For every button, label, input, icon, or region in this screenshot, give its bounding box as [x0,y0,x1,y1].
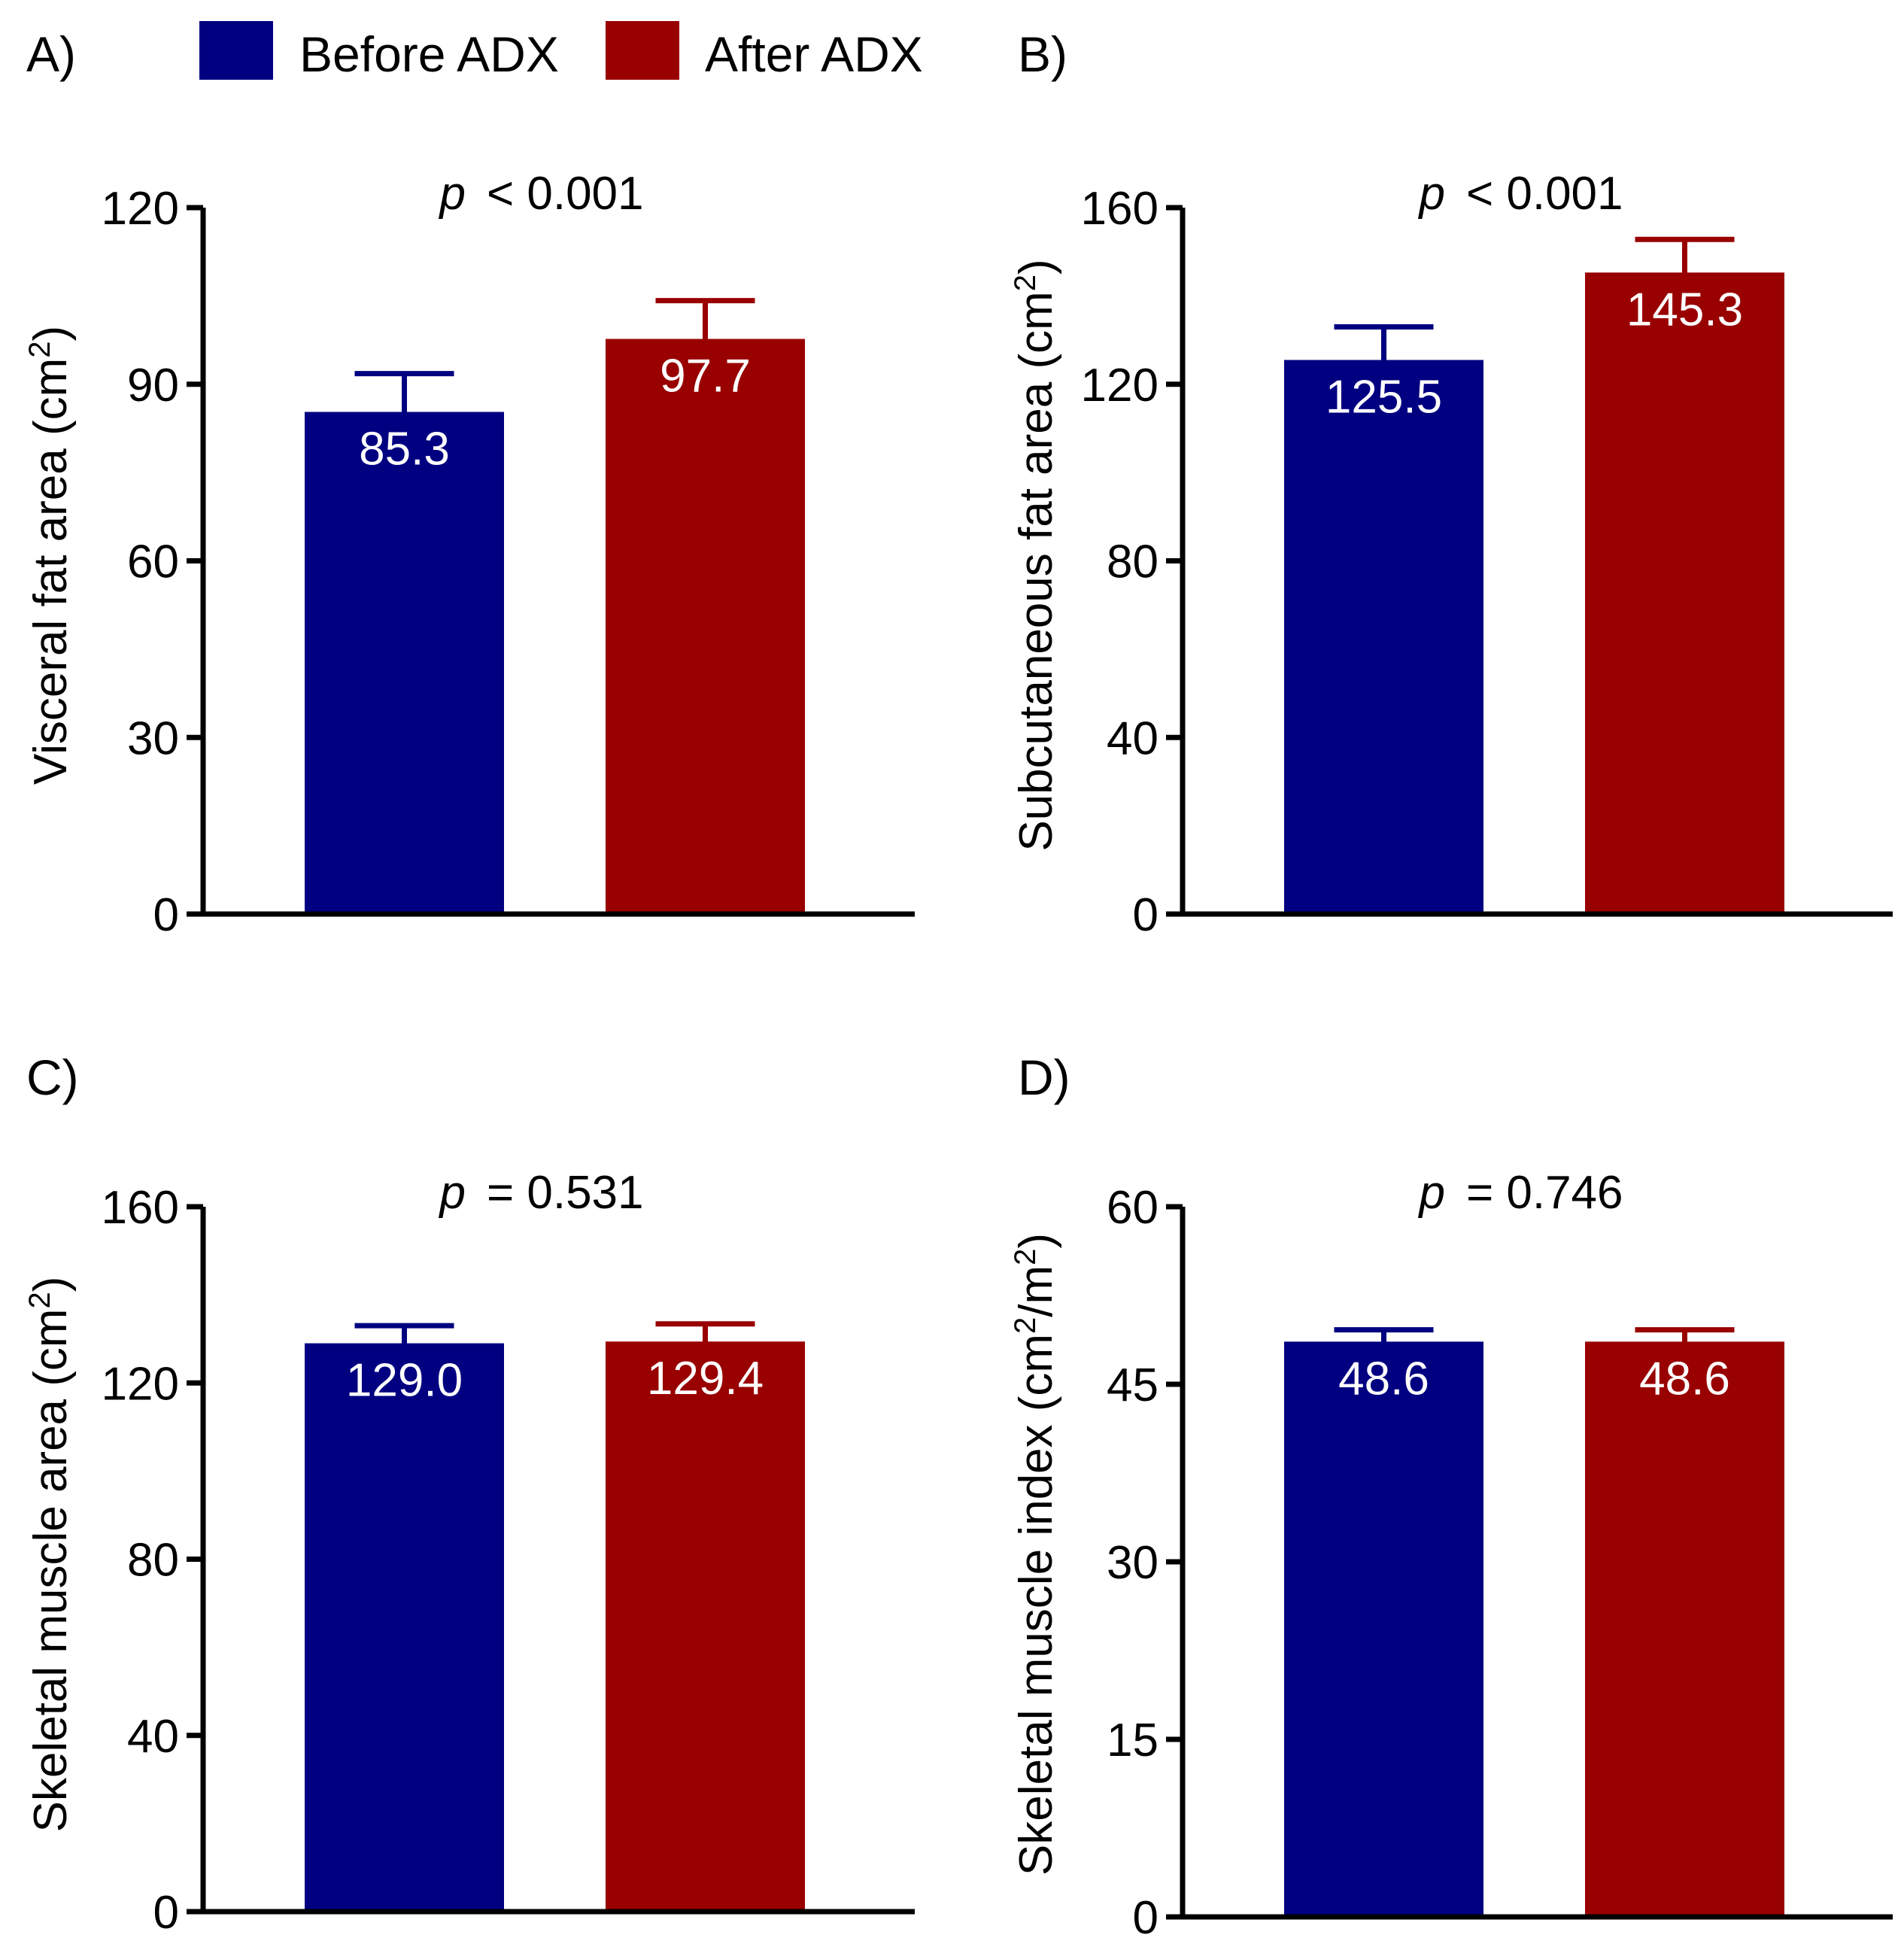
panel-c-bar-after-adx [606,1341,805,1912]
panel-d-y-axis-label: Skeletal muscle index (cm2/m2) [1009,1233,1062,1876]
panel-c-p-value: p = 0.531 [438,1167,643,1219]
panel-a-letter: A) [26,26,76,82]
panel-c-y-tick-label-80: 80 [127,1535,179,1587]
panel-c-y-axis-label: Skeletal muscle area (cm2) [23,1277,77,1833]
panel-a-y-axis-label: Visceral fat area (cm2) [23,326,77,785]
panel-c-y-tick-label-0: 0 [153,1887,179,1939]
panel-d: D) p = 0.746 Skeletal muscle index (cm2/m… [1009,1049,1893,1944]
legend: Before ADX After ADX [199,21,923,82]
legend-swatch-after [606,21,679,80]
panel-b-y-tick-label-40: 40 [1107,712,1158,764]
legend-label-before: Before ADX [299,26,559,82]
panel-c-bar-label-before-adx: 129.0 [346,1355,463,1407]
panel-c-bars: 129.0 129.4 [305,1321,805,1912]
panel-d-bar-after-adx [1585,1341,1784,1917]
panel-c-y-tick-label-160: 160 [102,1182,179,1234]
panel-d-bars: 48.6 48.6 [1284,1327,1784,1917]
panel-d-bar-before-adx [1284,1341,1483,1917]
panel-b-bars: 125.5 145.3 [1284,236,1784,914]
panel-a-y-tick-label-60: 60 [127,536,179,588]
panel-a-bar-after-adx [606,339,805,914]
panel-a-y-tick-label-90: 90 [127,360,179,412]
panel-b-y-tick-label-160: 160 [1081,183,1158,235]
panel-d-letter: D) [1018,1049,1070,1105]
panel-b-y-tick-label-80: 80 [1107,536,1158,588]
panel-b-p-value: p < 0.001 [1417,168,1623,220]
panel-d-y-tick-label-60: 60 [1107,1182,1158,1234]
panel-c-bar-label-after-adx: 129.4 [647,1353,764,1405]
panel-a-bars: 85.3 97.7 [305,298,805,914]
panel-b-bar-after-adx [1585,272,1784,914]
panel-b-bar-label-before-adx: 125.5 [1326,371,1442,423]
panel-b-bar-label-after-adx: 145.3 [1626,284,1743,336]
panel-a-y-tick-label-120: 120 [102,183,179,235]
panel-a-bar-before-adx [305,412,504,914]
panel-b: B) p < 0.001 Subcutaneous fat area (cm2) … [1009,26,1893,941]
panel-b-letter: B) [1018,26,1067,82]
panel-b-y-ticks: 0 40 80 120 160 [1081,183,1183,941]
panel-c-letter: C) [26,1049,79,1105]
panel-c: C) p = 0.531 Skeletal muscle area (cm2) 1… [23,1049,915,1939]
panel-d-y-tick-label-45: 45 [1107,1359,1158,1411]
panel-a-y-tick-label-0: 0 [153,889,179,941]
panel-d-y-ticks: 0 15 30 45 60 [1107,1182,1183,1944]
panel-c-y-tick-label-40: 40 [127,1711,179,1763]
panel-d-p-value: p = 0.746 [1417,1167,1623,1219]
panel-c-y-ticks: 0 40 80 120 160 [102,1182,203,1939]
panel-a-y-ticks: 0 30 60 90 120 [102,183,203,941]
panel-c-bar-before-adx [305,1343,504,1912]
panel-c-y-tick-label-120: 120 [102,1358,179,1410]
panel-b-y-axis-label: Subcutaneous fat area (cm2) [1009,259,1062,851]
panel-a-bar-label-after-adx: 97.7 [660,350,751,402]
legend-label-after: After ADX [705,26,923,82]
panel-d-bar-label-before-adx: 48.6 [1338,1353,1429,1405]
panel-a-bar-label-before-adx: 85.3 [359,424,450,475]
panel-b-bar-before-adx [1284,360,1483,914]
panel-d-y-tick-label-30: 30 [1107,1537,1158,1589]
panel-b-y-tick-label-120: 120 [1081,360,1158,412]
panel-a: A) p < 0.001 Visceral fat area (cm2) 85.3… [23,26,915,941]
panel-d-y-tick-label-0: 0 [1133,1892,1158,1944]
panel-d-bar-label-after-adx: 48.6 [1639,1353,1730,1405]
panel-a-y-tick-label-30: 30 [127,712,179,764]
panel-d-y-tick-label-15: 15 [1107,1715,1158,1766]
panel-a-p-value: p < 0.001 [438,168,643,220]
legend-swatch-before [199,21,273,80]
panel-b-y-tick-label-0: 0 [1133,889,1158,941]
